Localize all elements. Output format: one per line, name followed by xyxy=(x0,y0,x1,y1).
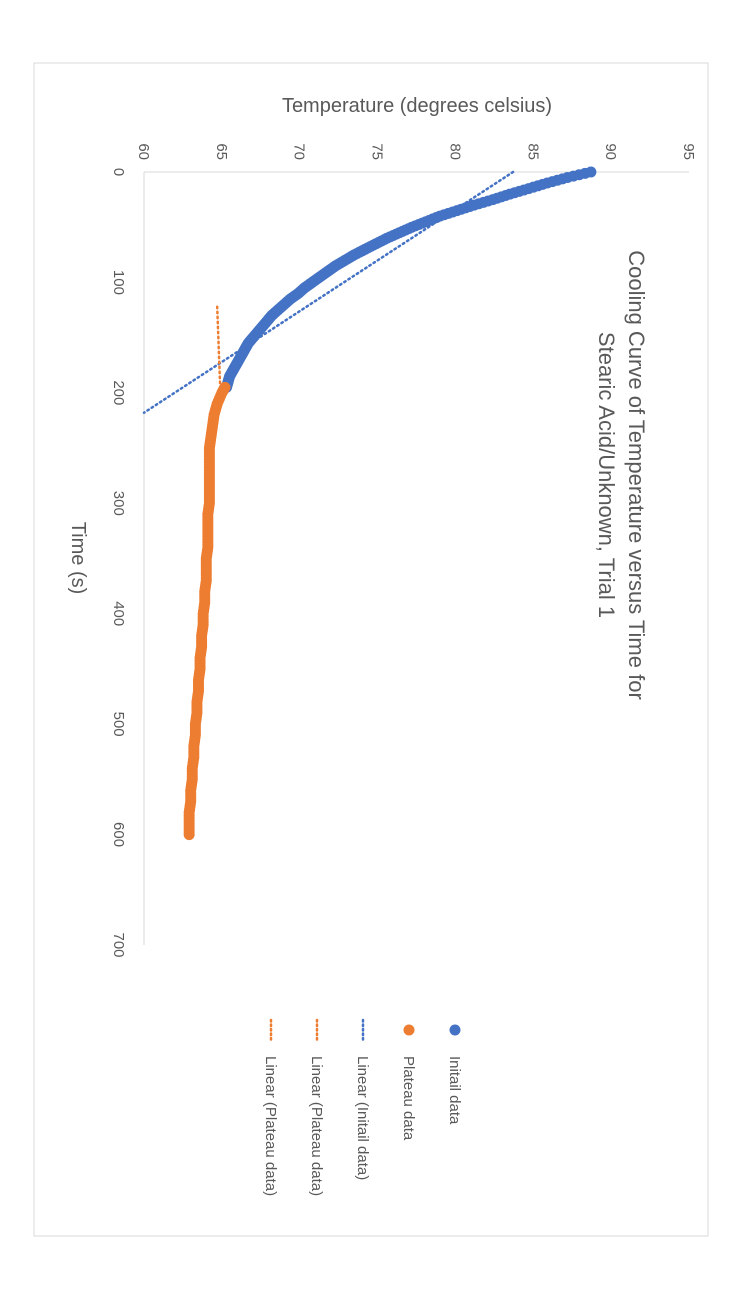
y-tick-label: 85 xyxy=(524,143,541,160)
x-tick-label: 600 xyxy=(110,822,127,847)
x-axis-title: Time (s) xyxy=(67,522,89,595)
y-tick-label: 80 xyxy=(446,143,463,160)
x-tick-label: 100 xyxy=(110,270,127,295)
y-tick-label: 95 xyxy=(680,143,697,160)
trendlines xyxy=(142,170,515,414)
legend-marker xyxy=(449,1024,461,1036)
legend-marker xyxy=(403,1024,415,1036)
chart-title-line2: Stearic Acid/Unknown, Trial 1 xyxy=(594,332,619,618)
x-tick-label: 500 xyxy=(110,712,127,737)
x-tick-label: 300 xyxy=(110,491,127,516)
legend-label: Initail data xyxy=(446,1056,463,1125)
y-tick-labels: 60 65 70 75 80 85 90 95 xyxy=(135,143,697,160)
data-point xyxy=(183,829,195,841)
legend-label: Linear (Plateau data) xyxy=(308,1056,325,1196)
legend-label: Linear (Plateau data) xyxy=(262,1056,279,1196)
x-tick-label: 700 xyxy=(110,932,127,957)
y-tick-label: 60 xyxy=(135,143,152,160)
y-tick-label: 75 xyxy=(369,143,386,160)
axes xyxy=(143,171,689,945)
trendline xyxy=(215,305,222,392)
y-tick-label: 70 xyxy=(291,143,308,160)
legend: Initail data Plateau data Linear (Initail … xyxy=(262,1018,463,1196)
chart-border xyxy=(33,62,709,1237)
legend-label: Linear (Initail data) xyxy=(354,1056,371,1180)
x-tick-label: 200 xyxy=(110,380,127,405)
chart-title-line1: Cooling Curve of Temperature versus Time… xyxy=(624,250,649,700)
x-tick-label: 400 xyxy=(110,601,127,626)
x-tick-label: 0 xyxy=(110,168,127,176)
data-points xyxy=(183,166,597,841)
x-tick-labels: 0 100 200 300 400 500 600 700 xyxy=(110,168,127,958)
trendline xyxy=(142,170,515,414)
y-tick-label: 90 xyxy=(602,143,619,160)
y-axis-title: Temperature (degrees celsius) xyxy=(282,95,552,117)
y-tick-label: 65 xyxy=(213,143,230,160)
legend-label: Plateau data xyxy=(400,1056,417,1141)
